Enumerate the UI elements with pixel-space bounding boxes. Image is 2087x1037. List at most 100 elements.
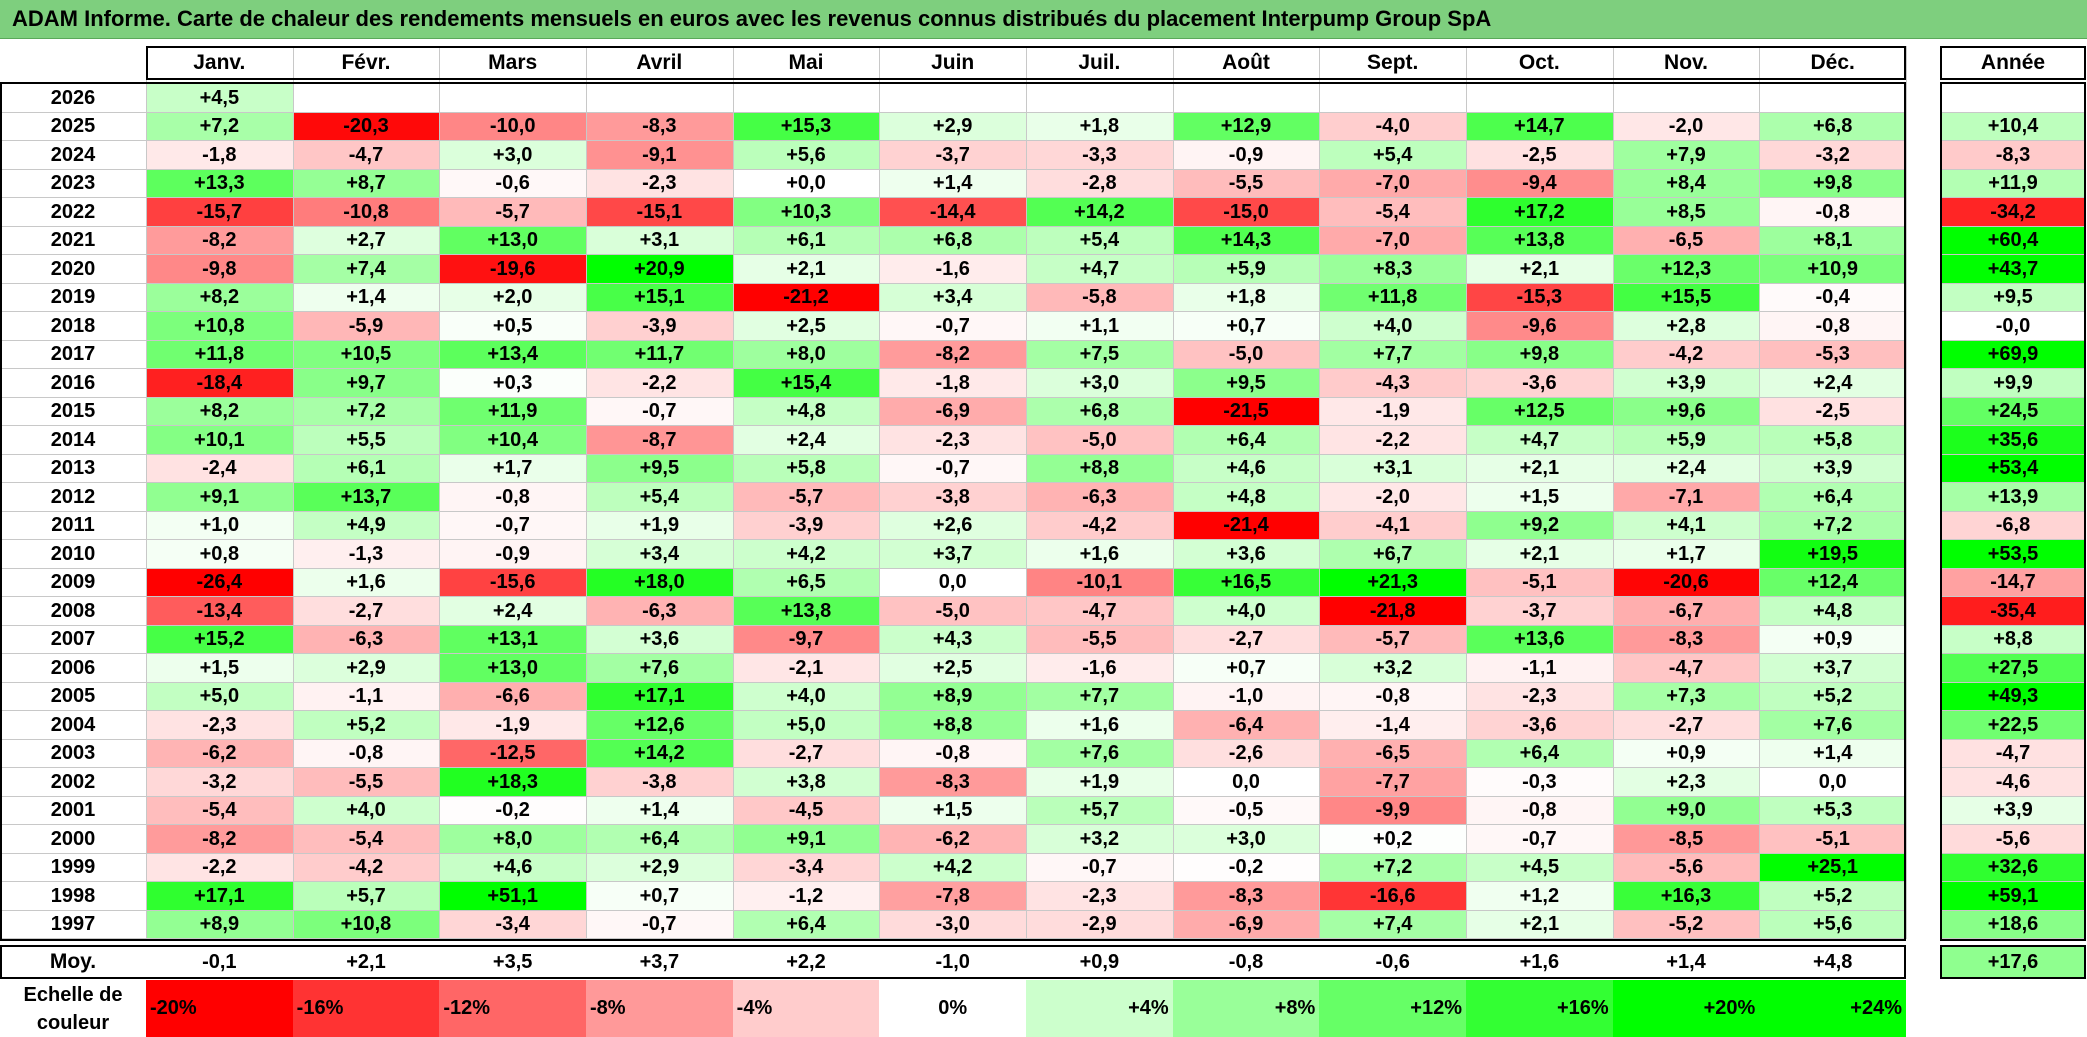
row-year-label: 2004 <box>50 713 96 736</box>
heatmap-cell: -15,7 <box>146 198 293 227</box>
heatmap-cell: +9,8 <box>1466 340 1613 369</box>
annual-cell: +69,9 <box>1940 340 2086 369</box>
heatmap-cell: +8,8 <box>879 711 1026 740</box>
heatmap-cell <box>1172 84 1320 113</box>
heatmap-cell: -5,7 <box>1319 625 1467 654</box>
annual-cell: +3,9 <box>1940 796 2086 825</box>
heatmap-cell: +16,3 <box>1612 882 1760 911</box>
heatmap-cell: +3,2 <box>1026 825 1173 854</box>
heatmap-cell: -3,7 <box>1466 597 1613 626</box>
heatmap-cell: -5,0 <box>879 597 1026 626</box>
heatmap-cell: +3,9 <box>1759 454 1907 483</box>
heatmap-cell: +8,8 <box>1026 454 1173 483</box>
heatmap-cell: +0,0 <box>732 169 880 198</box>
grid-line <box>1940 596 2086 597</box>
chart-title: ADAM Informe. Carte de chaleur des rende… <box>12 6 1492 31</box>
heatmap-cell: -26,4 <box>146 568 293 597</box>
heatmap-cell: +13,7 <box>292 483 440 512</box>
heatmap-cell: +13,3 <box>146 169 293 198</box>
heatmap-cell: +1,4 <box>1759 739 1907 768</box>
annual-cell: +27,5 <box>1940 654 2086 683</box>
heatmap-cell: -3,6 <box>1466 711 1613 740</box>
heatmap-cell: +2,4 <box>732 426 880 455</box>
grid-line <box>1940 111 2086 113</box>
heatmap-cell <box>879 84 1026 113</box>
annual-cell: +9,5 <box>1940 283 2086 312</box>
grid-line <box>0 197 1907 198</box>
heatmap-cell: -12,5 <box>439 739 586 768</box>
grid-line <box>1940 225 2086 227</box>
heatmap-cell: +18,0 <box>586 568 733 597</box>
row-year-label: 1999 <box>50 856 96 879</box>
heatmap-cell: +4,6 <box>1172 454 1320 483</box>
heatmap-cell: +1,5 <box>146 654 293 683</box>
average-cell: -0,8 <box>1172 945 1320 979</box>
heatmap-cell: -1,4 <box>1319 711 1467 740</box>
heatmap-cell: +7,7 <box>1319 340 1467 369</box>
annual-cell: -34,2 <box>1940 198 2086 227</box>
grid-line <box>1940 510 2086 512</box>
row-year-label: 2022 <box>50 200 96 223</box>
heatmap-cell: -0,3 <box>1466 768 1613 797</box>
heatmap-cell: +4,8 <box>1759 597 1907 626</box>
annual-cell: +22,5 <box>1940 711 2086 740</box>
average-cell: -1,0 <box>879 945 1026 979</box>
row-year-label: 2006 <box>50 656 96 679</box>
heatmap-cell: -8,3 <box>879 768 1026 797</box>
heatmap-cell: +14,2 <box>1026 198 1173 227</box>
grid-line <box>292 46 294 939</box>
month-header-box <box>146 46 1907 80</box>
color-scale-stop: -8% <box>586 980 733 1037</box>
grid-line <box>1940 282 2086 284</box>
heatmap-cell: -8,3 <box>1172 882 1320 911</box>
heatmap-cell: +2,3 <box>1612 768 1760 797</box>
row-year-label: 2015 <box>50 400 96 423</box>
heatmap-cell: +7,4 <box>292 255 440 284</box>
heatmap-cell: +21,3 <box>1319 568 1467 597</box>
heatmap-cell: -3,3 <box>1026 141 1173 170</box>
grid-line <box>1612 46 1614 939</box>
annual-cell: +59,1 <box>1940 882 2086 911</box>
heatmap-cell: +1,8 <box>1172 283 1320 312</box>
grid-line <box>1940 767 2086 768</box>
heatmap-cell: -2,5 <box>1759 397 1907 426</box>
heatmap-cell: +1,9 <box>586 511 733 540</box>
heatmap-cell: -7,7 <box>1319 768 1467 797</box>
heatmap-cell: +0,5 <box>439 312 586 341</box>
heatmap-cell: -9,9 <box>1319 796 1467 825</box>
heatmap-cell: +1,9 <box>1026 768 1173 797</box>
grid-line <box>1940 653 2086 654</box>
grid-line <box>1940 197 2086 198</box>
heatmap-cell: +0,2 <box>1319 825 1467 854</box>
heatmap-cell: +4,3 <box>879 625 1026 654</box>
heatmap-cell: -0,4 <box>1759 283 1907 312</box>
grid-line <box>0 653 1907 654</box>
grid-line <box>0 909 1907 911</box>
heatmap-cell: +5,4 <box>1319 141 1467 170</box>
heatmap-cell: -4,2 <box>1026 511 1173 540</box>
heatmap-cell: -2,4 <box>146 454 293 483</box>
heatmap-cell: +3,8 <box>732 768 880 797</box>
heatmap-cell: +2,5 <box>732 312 880 341</box>
month-header: Déc. <box>1810 51 1855 74</box>
heatmap-cell: -14,4 <box>879 198 1026 227</box>
heatmap-cell: -5,7 <box>439 198 586 227</box>
heatmap-cell: +51,1 <box>439 882 586 911</box>
heatmap-cell: -2,8 <box>1026 169 1173 198</box>
heatmap-cell: +1,7 <box>439 454 586 483</box>
heatmap-cell: +13,6 <box>1466 625 1613 654</box>
heatmap-cell <box>1319 84 1467 113</box>
month-header: Août <box>1222 51 1270 74</box>
heatmap-cell: -21,2 <box>732 283 880 312</box>
heatmap-cell: +8,7 <box>292 169 440 198</box>
color-scale-stop: +16% <box>1466 980 1613 1037</box>
grid-line <box>0 624 1907 626</box>
heatmap-cell: -8,7 <box>586 426 733 455</box>
heatmap-cell: -0,7 <box>586 910 733 939</box>
heatmap-cell: -2,2 <box>586 369 733 398</box>
average-cell: -0,6 <box>1319 945 1467 979</box>
row-year-label: 2019 <box>50 286 96 309</box>
annual-cell: +24,5 <box>1940 397 2086 426</box>
heatmap-cell: -0,7 <box>879 312 1026 341</box>
heatmap-cell: -5,7 <box>732 483 880 512</box>
